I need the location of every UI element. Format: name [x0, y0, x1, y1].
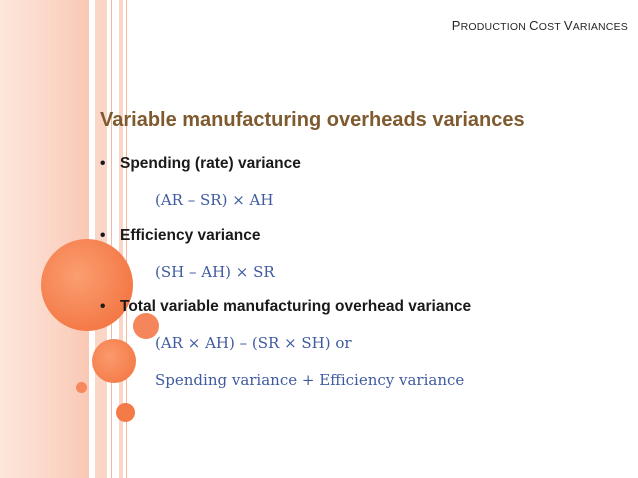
- decorative-stripe: [119, 0, 123, 478]
- bullet-marker: •: [100, 155, 106, 172]
- decorative-band: [0, 0, 89, 478]
- formula-text: (SH – AH) × SR: [155, 263, 275, 281]
- decorative-circle: [76, 382, 87, 393]
- slide-title: Variable manufacturing overheads varianc…: [100, 109, 525, 131]
- header-text: C: [529, 18, 539, 33]
- formula-text: (AR – SR) × AH: [155, 191, 274, 209]
- formula-text: (AR × AH) – (SR × SH) or: [155, 334, 352, 352]
- decorative-circle: [92, 339, 136, 383]
- header-text: OST: [538, 21, 564, 33]
- header-text: RODUCTION: [460, 21, 530, 33]
- decorative-circle: [133, 313, 159, 339]
- header-text: ARIANCES: [572, 21, 628, 33]
- bullet-marker: •: [100, 298, 106, 315]
- bullet-marker: •: [100, 227, 106, 244]
- formula-text: Spending variance + Efficiency variance: [155, 371, 465, 389]
- decorative-circle: [116, 403, 135, 422]
- bullet-label: Spending (rate) variance: [120, 155, 301, 172]
- bullet-item: • Total variable manufacturing overhead v…: [100, 298, 471, 316]
- bullet-label: Total variable manufacturing overhead va…: [120, 298, 472, 315]
- header-text: V: [563, 18, 573, 33]
- bullet-item: • Spending (rate) variance: [100, 155, 301, 173]
- decorative-line: [126, 0, 127, 478]
- bullet-item: • Efficiency variance: [100, 227, 260, 245]
- decorative-line: [111, 0, 112, 478]
- header-text: P: [451, 18, 461, 33]
- slide-header: PRODUCTION COST VARIANCES: [452, 18, 628, 33]
- bullet-label: Efficiency variance: [120, 227, 261, 244]
- decorative-circle: [41, 239, 133, 331]
